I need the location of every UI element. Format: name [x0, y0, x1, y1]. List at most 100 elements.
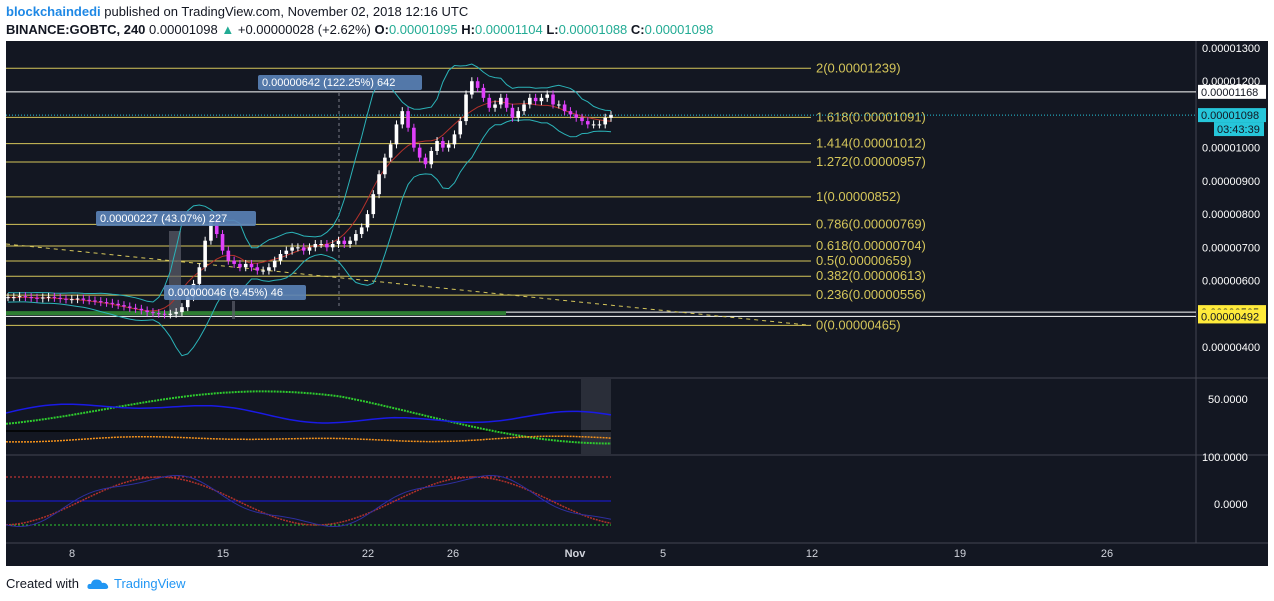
candle-body — [336, 240, 341, 245]
candle-body — [458, 121, 463, 135]
open-value: 0.00001095 — [388, 22, 458, 37]
price-chart[interactable]: 50.0000 100.0000 0.0000 2(0.00001239) 1.6… — [6, 41, 1268, 566]
price-tag-box — [1198, 309, 1266, 324]
published-text: published on TradingView.com, November 0… — [100, 4, 469, 19]
candle-body — [87, 299, 91, 301]
last-price: 0.00001098 — [149, 22, 218, 37]
measure-callout: 0.00000046 (9.45%) 46 — [168, 287, 283, 299]
candle-body — [429, 150, 434, 165]
time-tick: 12 — [806, 548, 818, 560]
footer: Created with TradingView — [6, 574, 186, 594]
candle-body — [470, 81, 474, 95]
candle-body — [475, 81, 480, 88]
price-tag: 0.00001168 — [1201, 87, 1258, 99]
candle-body — [197, 267, 202, 284]
candle-body — [580, 117, 584, 122]
time-tick: 26 — [1101, 548, 1113, 560]
candle-body — [69, 299, 74, 301]
chart-area[interactable]: 50.0000 100.0000 0.0000 2(0.00001239) 1.6… — [6, 41, 1268, 566]
candle-body — [504, 97, 509, 108]
candle-body — [423, 157, 428, 165]
candle-body — [609, 115, 613, 118]
candle-body — [528, 97, 532, 105]
candle-body — [301, 247, 306, 251]
price-tick: 0.00000900 — [1202, 176, 1260, 188]
fib-label: 0(0.00000465) — [816, 317, 901, 332]
candle-body — [162, 313, 167, 315]
price-tag: 0.00001098 — [1201, 110, 1259, 122]
candle-body — [104, 302, 109, 304]
candle-body — [487, 97, 492, 108]
measure-callout-box — [164, 285, 306, 300]
low-value: 0.00001088 — [558, 22, 628, 37]
measure-box-2 — [232, 301, 235, 319]
candle-body — [591, 124, 596, 126]
price-tag-box — [1198, 108, 1266, 123]
candle-body — [516, 111, 521, 118]
candle-body — [319, 244, 323, 246]
candle-body — [40, 297, 45, 299]
up-arrow-icon: ▲ — [221, 22, 235, 37]
candle-body — [243, 263, 248, 268]
candle-body — [232, 260, 236, 264]
candle-body — [557, 104, 561, 106]
candle-body — [93, 300, 97, 302]
symbol-label[interactable]: BINANCE:GOBTC, 240 — [6, 22, 146, 37]
candle-body — [313, 244, 318, 248]
candle-body — [209, 220, 213, 241]
candle-body — [226, 250, 231, 261]
candle-body — [46, 296, 51, 298]
candle-body — [220, 234, 225, 251]
stoch-signal-line — [6, 474, 612, 528]
candle-body — [81, 298, 86, 300]
price-tick: 0.00001300 — [1202, 43, 1260, 55]
candle-body — [214, 220, 219, 235]
candle-body — [400, 111, 405, 125]
created-with-text: Created with — [6, 576, 79, 591]
tradingview-cloud-icon — [87, 579, 109, 589]
low-label: L: — [546, 22, 559, 37]
close-value: 0.00001098 — [644, 22, 714, 37]
candle-body — [342, 240, 347, 245]
candle-body — [116, 303, 120, 306]
chart-header: blockchaindedi published on TradingView.… — [6, 3, 1268, 39]
candle-body — [122, 305, 126, 307]
time-tick: 26 — [447, 548, 459, 560]
candle-body — [551, 94, 555, 105]
candle-body — [325, 244, 329, 248]
bollinger-lower — [7, 119, 612, 357]
tradingview-brand: TradingView — [113, 576, 186, 591]
candle-body — [499, 97, 503, 105]
fib-label: 2(0.00001239) — [816, 60, 901, 75]
candle-body — [272, 260, 277, 268]
time-tick: Nov — [565, 548, 587, 560]
candle-body — [64, 298, 68, 300]
fib-label: 1.272(0.00000957) — [816, 154, 926, 169]
candle-body — [238, 263, 242, 268]
time-tick: 5 — [660, 548, 666, 560]
candle-body — [562, 104, 567, 112]
candle-body — [139, 308, 144, 311]
candle-body — [533, 97, 538, 102]
price-tick: 0.00000600 — [1202, 276, 1260, 288]
candle-body — [597, 124, 602, 126]
candle-body — [441, 141, 445, 148]
tradingview-link[interactable]: TradingView — [87, 574, 186, 594]
candle-body — [52, 296, 57, 298]
fib-label: 0.786(0.00000769) — [816, 216, 926, 231]
author-link[interactable]: blockchaindedi — [6, 4, 101, 19]
indicator2-axis-zero: 0.0000 — [1214, 499, 1248, 511]
candle-body — [75, 298, 80, 300]
candle-body — [354, 234, 358, 241]
candle-body — [185, 297, 190, 308]
candle-body — [388, 144, 393, 158]
candle-body — [29, 297, 33, 299]
time-tick: 22 — [362, 548, 374, 560]
candle-body — [255, 267, 260, 271]
support-band — [6, 311, 506, 316]
candle-body — [586, 121, 590, 125]
moving-average — [7, 100, 612, 312]
bollinger-upper — [7, 63, 612, 303]
candle-body — [98, 301, 103, 303]
candle-body — [17, 296, 22, 298]
